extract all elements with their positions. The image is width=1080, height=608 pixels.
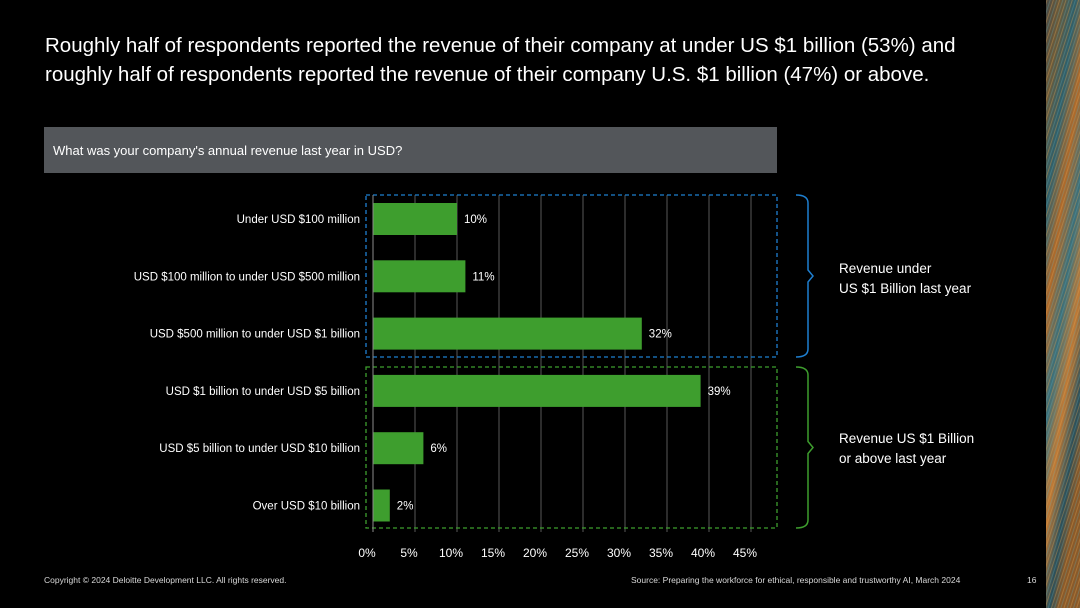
value-label-5: 2% — [397, 501, 414, 513]
x-tick-label-8: 40% — [691, 546, 715, 560]
group-under-label-line1: Revenue under — [839, 261, 932, 276]
value-label-0: 10% — [464, 214, 487, 226]
group-over-box — [365, 366, 778, 529]
x-tick-label-7: 35% — [649, 546, 673, 560]
category-label-0: Under USD $100 million — [237, 214, 360, 226]
decorative-texture-strip — [1046, 0, 1080, 608]
value-label-1: 11% — [472, 271, 494, 283]
group-over-label-line2: or above last year — [839, 451, 947, 466]
bar-3 — [373, 374, 701, 407]
slide-title: Roughly half of respondents reported the… — [45, 34, 956, 86]
category-label-4: USD $5 billion to under USD $10 billion — [159, 443, 360, 455]
category-label-1: USD $100 million to under USD $500 milli… — [134, 271, 360, 283]
value-label-4: 6% — [430, 443, 447, 455]
revenue-bar-chart: 0% 5% 10% 15% 20% 25% 30% 35% 40% 45% Under USD $1… — [134, 194, 814, 560]
bar-5 — [373, 489, 390, 522]
question-text: What was your company's annual revenue l… — [53, 142, 403, 158]
bar-2 — [373, 317, 642, 350]
page-number: 16 — [1027, 575, 1037, 585]
group-under-label-line2: US $1 Billion last year — [839, 281, 972, 296]
bar-0 — [373, 203, 457, 235]
x-tick-label-0: 0% — [358, 546, 376, 560]
question-bar: What was your company's annual revenue l… — [44, 127, 777, 173]
group-under-bracket — [795, 194, 814, 358]
x-tick-label-1: 5% — [400, 546, 418, 560]
x-tick-label-4: 20% — [523, 546, 547, 560]
x-tick-label-2: 10% — [439, 546, 463, 560]
category-label-5: Over USD $10 billion — [253, 501, 360, 513]
x-tick-label-9: 45% — [733, 546, 757, 560]
category-label-3: USD $1 billion to under USD $5 billion — [166, 386, 360, 398]
value-label-2: 32% — [649, 329, 672, 341]
copyright-text: Copyright © 2024 Deloitte Development LL… — [44, 575, 287, 585]
bar-4 — [373, 432, 424, 465]
bar-1 — [373, 260, 466, 293]
x-tick-label-5: 25% — [565, 546, 589, 560]
value-label-3: 39% — [708, 386, 731, 398]
group-over-bracket — [795, 366, 814, 529]
group-over-label-line1: Revenue US $1 Billion — [839, 431, 975, 446]
group-under-box — [365, 194, 778, 358]
group-over-label: Revenue US $1 Billion or above last year — [839, 429, 974, 469]
x-tick-label-3: 15% — [481, 546, 505, 560]
x-tick-label-6: 30% — [607, 546, 631, 560]
group-under-label: Revenue under US $1 Billion last year — [839, 259, 971, 299]
source-text: Source: Preparing the workforce for ethi… — [631, 575, 961, 585]
category-label-2: USD $500 million to under USD $1 billion — [150, 329, 360, 341]
